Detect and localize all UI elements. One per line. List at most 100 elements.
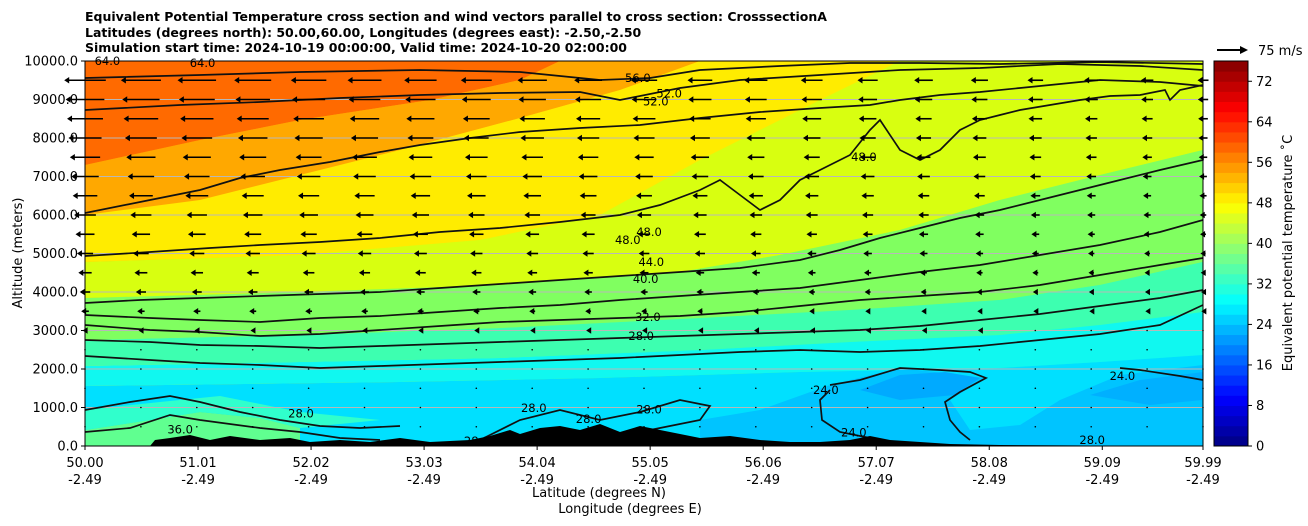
colorbar-segment bbox=[1214, 283, 1248, 295]
wind-vector bbox=[810, 387, 813, 390]
band-blue-pocket bbox=[700, 365, 1203, 446]
wind-vector-head bbox=[576, 134, 582, 142]
wind-vector bbox=[978, 406, 981, 409]
contour-line-40 bbox=[85, 219, 1203, 323]
wind-vector bbox=[1146, 406, 1148, 409]
wind-vector-head bbox=[1141, 134, 1147, 142]
wind-vector-head bbox=[182, 154, 188, 161]
wind-vector-head bbox=[527, 269, 533, 276]
colorbar-segment bbox=[1214, 192, 1248, 204]
colorbar-segment bbox=[1214, 324, 1248, 336]
wind-vector bbox=[699, 348, 701, 351]
wind-vector-head bbox=[575, 96, 581, 103]
wind-vector-head bbox=[746, 134, 752, 142]
wind-vector bbox=[922, 368, 925, 370]
wind-vector-head bbox=[921, 308, 927, 315]
wind-vector-head bbox=[1087, 231, 1093, 238]
colorbar-segment bbox=[1214, 405, 1248, 417]
wind-vector-head bbox=[1198, 134, 1204, 142]
wind-vector bbox=[475, 348, 478, 351]
wind-vector bbox=[531, 387, 533, 390]
y-tick-label: 4000.0 bbox=[33, 286, 79, 301]
wind-vector-head bbox=[406, 115, 412, 122]
wind-vector-head bbox=[410, 192, 416, 199]
terrain-orography bbox=[150, 424, 1203, 446]
wind-vector-head bbox=[748, 192, 754, 199]
wind-vector bbox=[251, 406, 254, 409]
colorbar-segment bbox=[1214, 81, 1248, 92]
wind-vector-head bbox=[749, 211, 755, 219]
band-blue-core bbox=[860, 372, 980, 400]
wind-vector-head bbox=[242, 211, 248, 219]
band-high-orange bbox=[85, 61, 560, 165]
contour-label: 36.0 bbox=[167, 423, 193, 437]
x-tick-label-lat: 50.00 bbox=[66, 456, 103, 471]
wind-vector-head bbox=[974, 192, 980, 199]
contour-line-24-pocket bbox=[829, 367, 989, 441]
wind-vector bbox=[810, 348, 813, 351]
colorbar-segment bbox=[1214, 375, 1248, 386]
wind-vector-head bbox=[581, 231, 587, 238]
wind-vector bbox=[699, 425, 701, 428]
wind-vector-head bbox=[918, 231, 924, 238]
wind-vector bbox=[643, 425, 645, 428]
wind-vector bbox=[251, 348, 254, 351]
wind-vector-head bbox=[240, 173, 246, 180]
wind-vector-head bbox=[636, 192, 642, 199]
contour-label: 28.0 bbox=[576, 412, 602, 426]
wind-vector-head bbox=[578, 173, 584, 180]
contour-line-28-lower bbox=[85, 304, 1203, 369]
wind-vector-head bbox=[124, 134, 130, 142]
contour-line-24-left bbox=[85, 395, 401, 429]
wind-vector-head bbox=[635, 173, 641, 180]
x-tick-label-lon: -2.49 bbox=[294, 473, 328, 488]
contour-label: 28.0 bbox=[636, 402, 662, 416]
wind-vector bbox=[475, 368, 478, 370]
wind-vector bbox=[978, 425, 981, 428]
wind-vector-head bbox=[975, 231, 981, 238]
contour-label: 48.0 bbox=[615, 233, 641, 247]
wind-vector-head bbox=[865, 308, 871, 315]
wind-vector-head bbox=[751, 269, 757, 276]
wind-vector-head bbox=[298, 192, 304, 199]
wind-vector bbox=[699, 406, 701, 409]
wind-vector-head bbox=[1084, 77, 1090, 84]
wind-vector-head bbox=[306, 327, 312, 334]
wind-vector-head bbox=[304, 288, 310, 296]
wind-vector bbox=[196, 348, 198, 351]
wind-vector-head bbox=[971, 115, 977, 122]
wind-vector-head bbox=[300, 231, 306, 238]
wind-vector bbox=[866, 368, 869, 370]
wind-vector-head bbox=[1088, 288, 1094, 296]
wind-vector-head bbox=[241, 192, 247, 199]
wind-vector-head bbox=[697, 308, 703, 315]
wind-vector-head bbox=[636, 211, 642, 219]
contour-line-28 bbox=[85, 289, 1203, 349]
wind-vector-head bbox=[973, 154, 978, 161]
x-tick-label-lat: 53.03 bbox=[405, 456, 442, 471]
wind-vector-head bbox=[747, 154, 753, 161]
wind-vector-head bbox=[690, 154, 696, 161]
wind-vector-head bbox=[640, 288, 646, 296]
wind-vector-head bbox=[290, 77, 296, 84]
wind-vector-head bbox=[977, 327, 983, 334]
contour-label: 24.0 bbox=[841, 425, 867, 439]
wind-vector-head bbox=[689, 115, 695, 122]
wind-vector-head bbox=[71, 173, 77, 180]
wind-vector-head bbox=[1144, 250, 1150, 257]
wind-vector-head bbox=[1032, 288, 1038, 296]
wind-vector bbox=[196, 368, 198, 370]
colorbar-segment bbox=[1214, 212, 1248, 224]
wind-vector-head bbox=[586, 327, 592, 334]
band-yellow-green bbox=[85, 61, 1203, 298]
wind-vector-head bbox=[687, 77, 693, 84]
contour-label: 44.0 bbox=[638, 255, 664, 269]
wind-vector-head bbox=[1143, 192, 1149, 199]
colorbar-tick-label: 56 bbox=[1256, 156, 1273, 171]
wind-vector-head bbox=[802, 115, 808, 122]
contour-label: 40.0 bbox=[633, 272, 659, 286]
contour-label: 52.0 bbox=[656, 87, 682, 101]
wind-vector bbox=[363, 348, 366, 351]
band-aqua-green bbox=[85, 262, 1203, 366]
wind-vector-head bbox=[78, 269, 84, 276]
